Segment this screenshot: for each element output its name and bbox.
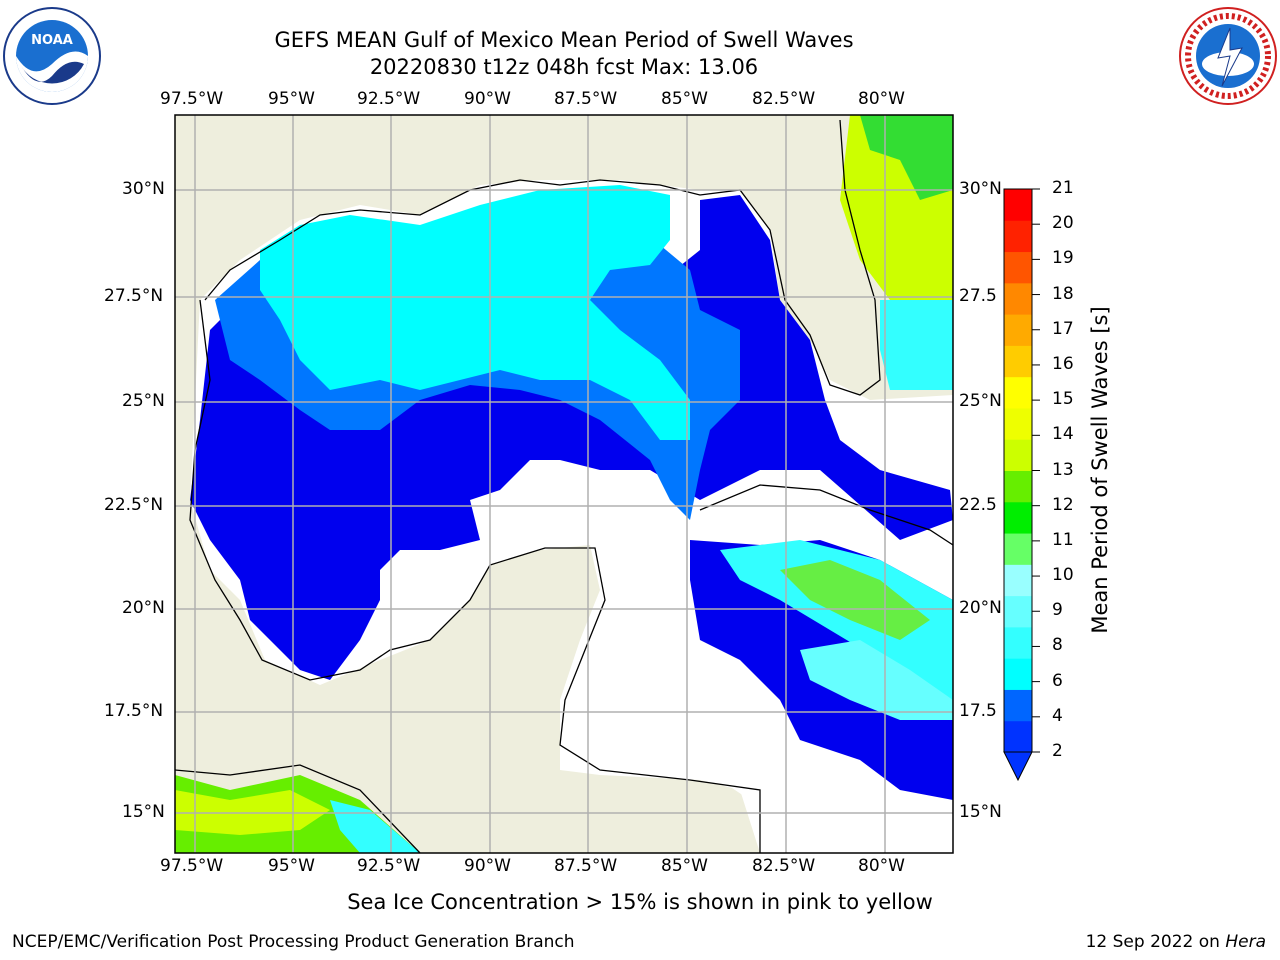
colorbar-tick-label: 10 — [1052, 565, 1074, 586]
lat-label-right: 25°N — [959, 391, 1002, 411]
colorbar-segment — [1004, 189, 1032, 221]
lon-label-top: 97.5°W — [160, 89, 224, 109]
lon-label-top: 95°W — [268, 89, 315, 109]
colorbar-segment — [1004, 533, 1032, 565]
colorbar-segment — [1004, 470, 1032, 503]
colorbar-tick-label: 12 — [1052, 494, 1074, 515]
footer-date: 12 Sep 2022 on Hera — [1086, 932, 1266, 952]
lat-label-left: 17.5°N — [104, 701, 164, 721]
atlantic-swell-green — [860, 115, 953, 200]
colorbar — [1004, 188, 1040, 753]
colorbar-segment — [1004, 220, 1032, 253]
colorbar-tick-label: 11 — [1052, 529, 1074, 550]
lat-label-left: 22.5°N — [104, 495, 164, 515]
colorbar-tick-label: 4 — [1052, 705, 1063, 726]
atlantic-swell-cyan — [880, 300, 953, 390]
colorbar-segment — [1004, 658, 1032, 690]
colorbar-segment — [1004, 689, 1032, 722]
lat-label-left: 30°N — [122, 179, 165, 199]
lon-label-bottom: 95°W — [268, 856, 315, 876]
chart-subtitle: 20220830 t12z 048h fcst Max: 13.06 — [369, 55, 759, 79]
colorbar-segment — [1004, 564, 1032, 597]
lat-label-right: 30°N — [959, 179, 1002, 199]
svg-text:NOAA: NOAA — [31, 33, 73, 48]
lat-label-left: 25°N — [122, 391, 165, 411]
colorbar-tick-label: 21 — [1052, 178, 1074, 198]
colorbar-tick-label: 9 — [1052, 600, 1063, 621]
lat-label-right: 15°N — [959, 802, 1002, 822]
lon-label-top: 80°W — [858, 89, 905, 109]
lon-label-top: 82.5°W — [752, 89, 816, 109]
colorbar-tick-label: 17 — [1052, 318, 1074, 339]
lon-label-bottom: 82.5°W — [752, 856, 816, 876]
sea-ice-note: Sea Ice Concentration > 15% is shown in … — [0, 890, 1280, 914]
colorbar-title: Mean Period of Swell Waves [s] — [1088, 306, 1112, 634]
lat-label-right: 17.5 — [959, 701, 997, 721]
lat-label-left: 27.5°N — [104, 286, 164, 306]
swell-6-8s — [260, 185, 690, 440]
sea-ice-note-text: Sea Ice Concentration > 15% is shown in … — [347, 890, 933, 914]
lat-label-right: 22.5 — [959, 495, 997, 515]
colorbar-segment — [1004, 345, 1032, 378]
lon-label-bottom: 85°W — [661, 856, 708, 876]
footer-host: Hera — [1225, 932, 1266, 952]
caribbean-cyan-2 — [800, 640, 953, 720]
noaa-logo: NOAA — [3, 7, 101, 105]
lat-label-right: 20°N — [959, 598, 1002, 618]
colorbar-segment — [1004, 439, 1032, 471]
colorbar-extend-arrow — [1003, 751, 1033, 782]
colorbar-tick-label: 14 — [1052, 424, 1074, 445]
colorbar-segment — [1004, 626, 1032, 659]
lon-label-top: 90°W — [464, 89, 511, 109]
colorbar-tick-label: 20 — [1052, 213, 1074, 234]
lon-label-bottom: 80°W — [858, 856, 905, 876]
lon-label-bottom: 90°W — [464, 856, 511, 876]
colorbar-segment — [1004, 282, 1032, 315]
footer-date-text: 12 Sep 2022 on — [1085, 932, 1226, 952]
coastline — [175, 119, 953, 853]
lon-label-bottom: 92.5°W — [357, 856, 421, 876]
lon-label-top: 85°W — [661, 89, 708, 109]
colorbar-segment — [1004, 501, 1032, 534]
lat-label-left: 20°N — [122, 598, 165, 618]
colorbar-segment — [1004, 376, 1032, 409]
lon-label-top: 87.5°W — [554, 89, 618, 109]
colorbar-tick-label: 16 — [1052, 353, 1074, 374]
colorbar-tick-label: 13 — [1052, 459, 1074, 480]
colorbar-segment — [1004, 595, 1032, 628]
footer-credit: NCEP/EMC/Verification Post Processing Pr… — [12, 932, 575, 952]
colorbar-tick-label: 6 — [1052, 670, 1063, 691]
colorbar-tick-label: 15 — [1052, 389, 1074, 410]
colorbar-tick-label: 18 — [1052, 283, 1074, 304]
lon-label-bottom: 87.5°W — [554, 856, 618, 876]
colorbar-tick-label: 2 — [1052, 741, 1063, 761]
caribbean-cyan — [720, 540, 953, 700]
nws-logo — [1179, 7, 1277, 105]
colorbar-tick-label: 8 — [1052, 635, 1063, 656]
lon-label-top: 92.5°W — [357, 89, 421, 109]
colorbar-tick-label: 19 — [1052, 248, 1074, 269]
colorbar-segment — [1004, 251, 1032, 284]
lat-label-left: 15°N — [122, 802, 165, 822]
colorbar-segment — [1004, 720, 1032, 753]
map-frame — [174, 114, 954, 854]
lon-label-bottom: 97.5°W — [160, 856, 224, 876]
lat-label-right: 27.5 — [959, 286, 997, 306]
chart-title: GEFS MEAN Gulf of Mexico Mean Period of … — [274, 28, 854, 52]
map-grid — [175, 115, 953, 853]
colorbar-segment — [1004, 314, 1032, 346]
colorbar-segment — [1004, 407, 1032, 440]
caribbean-green — [780, 560, 930, 640]
